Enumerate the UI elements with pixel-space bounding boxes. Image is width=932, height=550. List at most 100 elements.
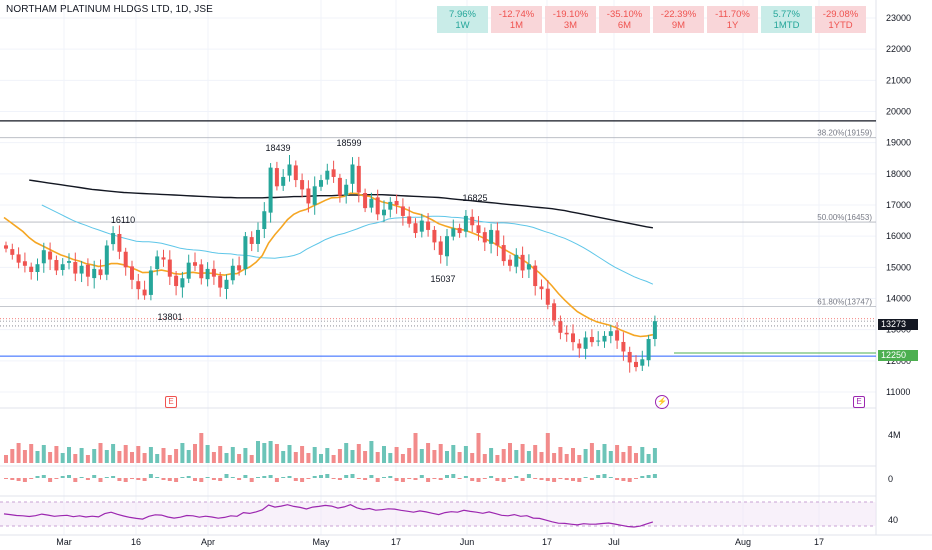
candle-body xyxy=(457,227,462,234)
macd-bar xyxy=(237,478,242,480)
volume-bar xyxy=(400,454,405,463)
candle-body xyxy=(526,264,531,270)
candle-body xyxy=(558,321,563,333)
volume-bar xyxy=(596,450,601,463)
macd-bar xyxy=(319,475,323,478)
volume-bar xyxy=(287,445,292,463)
macd-bar xyxy=(274,478,279,482)
candle-body xyxy=(627,351,632,363)
candle-body xyxy=(274,168,279,187)
candle-body xyxy=(67,261,71,263)
volume-bar xyxy=(602,444,607,463)
candle-body xyxy=(205,268,210,280)
volume-bar xyxy=(319,454,323,463)
volume-bar xyxy=(571,448,575,463)
macd-bar xyxy=(407,478,412,479)
volume-bar xyxy=(281,451,286,463)
candle-body xyxy=(363,193,368,209)
macd-bar xyxy=(293,478,298,481)
candle-body xyxy=(602,335,607,342)
perf-period: 9M xyxy=(671,20,686,31)
macd-bar xyxy=(193,478,197,481)
candle-body xyxy=(10,249,15,255)
macd-bar xyxy=(331,478,336,479)
volume-bar xyxy=(457,452,462,463)
dividend-badge[interactable]: ⚡ xyxy=(655,395,669,409)
candle-body xyxy=(136,281,141,290)
volume-bar xyxy=(174,449,179,463)
volume-bar xyxy=(476,433,481,463)
price-tick-label: 11000 xyxy=(886,387,910,397)
volume-bar xyxy=(489,448,494,463)
time-axis[interactable]: Mar 16 Apr May 17 Jun 17 Jul Aug 17 xyxy=(56,537,824,547)
macd-bar xyxy=(627,478,632,482)
volume-bar xyxy=(407,448,412,463)
candle-body xyxy=(382,209,386,216)
volume-bar xyxy=(73,454,78,463)
volume-bar xyxy=(148,447,153,463)
candle-body xyxy=(514,254,519,267)
macd-bar xyxy=(445,475,449,478)
volume-bar xyxy=(54,446,59,463)
earnings-badge-1[interactable]: E xyxy=(165,396,177,408)
volume-bar xyxy=(363,451,368,463)
volume-bar xyxy=(608,451,613,463)
macd-bar xyxy=(520,478,525,481)
candle-body xyxy=(281,176,286,186)
candle-body xyxy=(117,233,122,252)
macd-bar xyxy=(230,477,235,478)
macd-bar xyxy=(470,478,475,481)
candle-body xyxy=(35,264,40,273)
perf-period: 3M xyxy=(563,20,578,31)
perf-value: -22.39% xyxy=(660,9,697,20)
volume-bar xyxy=(520,444,525,463)
price-tick-label: 16000 xyxy=(886,231,911,241)
volume-bar xyxy=(35,451,40,463)
candle-body xyxy=(54,260,59,271)
macd-bar xyxy=(218,478,223,481)
perf-box-1m: -12.74% 1M xyxy=(491,6,542,33)
macd-bar xyxy=(350,474,355,478)
candle-body xyxy=(325,170,330,180)
symbol-title[interactable]: NORTHAM PLATINUM HLDGS LTD, 1D, JSE xyxy=(6,4,213,15)
volume-bar xyxy=(552,453,557,463)
volume-bar xyxy=(356,444,361,463)
macd-bar xyxy=(161,478,166,480)
macd-bar xyxy=(438,478,443,480)
macd-bar xyxy=(325,474,330,478)
ema-mid-line xyxy=(41,204,654,285)
macd-bar xyxy=(640,476,645,478)
macd-bar xyxy=(142,478,147,481)
macd-bar xyxy=(634,478,638,479)
candle-body xyxy=(539,286,544,290)
volume-tick-label: 4M xyxy=(888,430,901,440)
candle-body xyxy=(577,343,582,349)
macd-bar xyxy=(130,478,134,479)
volume-bar xyxy=(48,452,53,463)
volume-bar xyxy=(123,445,128,463)
macd-bar xyxy=(545,478,550,481)
perf-period: 1M xyxy=(509,20,524,31)
macd-bar xyxy=(552,478,557,482)
volume-bar xyxy=(621,452,626,463)
macd-bar xyxy=(41,475,46,478)
candle-body xyxy=(520,254,525,271)
macd-bar xyxy=(369,475,374,478)
macd-bar xyxy=(526,474,531,478)
volume-bar xyxy=(508,443,512,463)
macd-bar xyxy=(199,478,204,482)
macd-tick-label: 0 xyxy=(888,474,893,484)
candle-body xyxy=(237,265,242,271)
macd-bar xyxy=(262,476,267,478)
candle-body xyxy=(615,330,620,341)
volume-bar xyxy=(344,443,349,463)
price-tick-label: 19000 xyxy=(886,138,911,148)
macd-bar xyxy=(300,478,305,482)
candle-body xyxy=(344,184,349,196)
volume-bar xyxy=(445,451,449,463)
macd-bar xyxy=(621,478,626,481)
candle-body xyxy=(224,279,229,289)
earnings-badge-2[interactable]: E xyxy=(853,396,865,408)
volume-bar xyxy=(16,443,21,463)
